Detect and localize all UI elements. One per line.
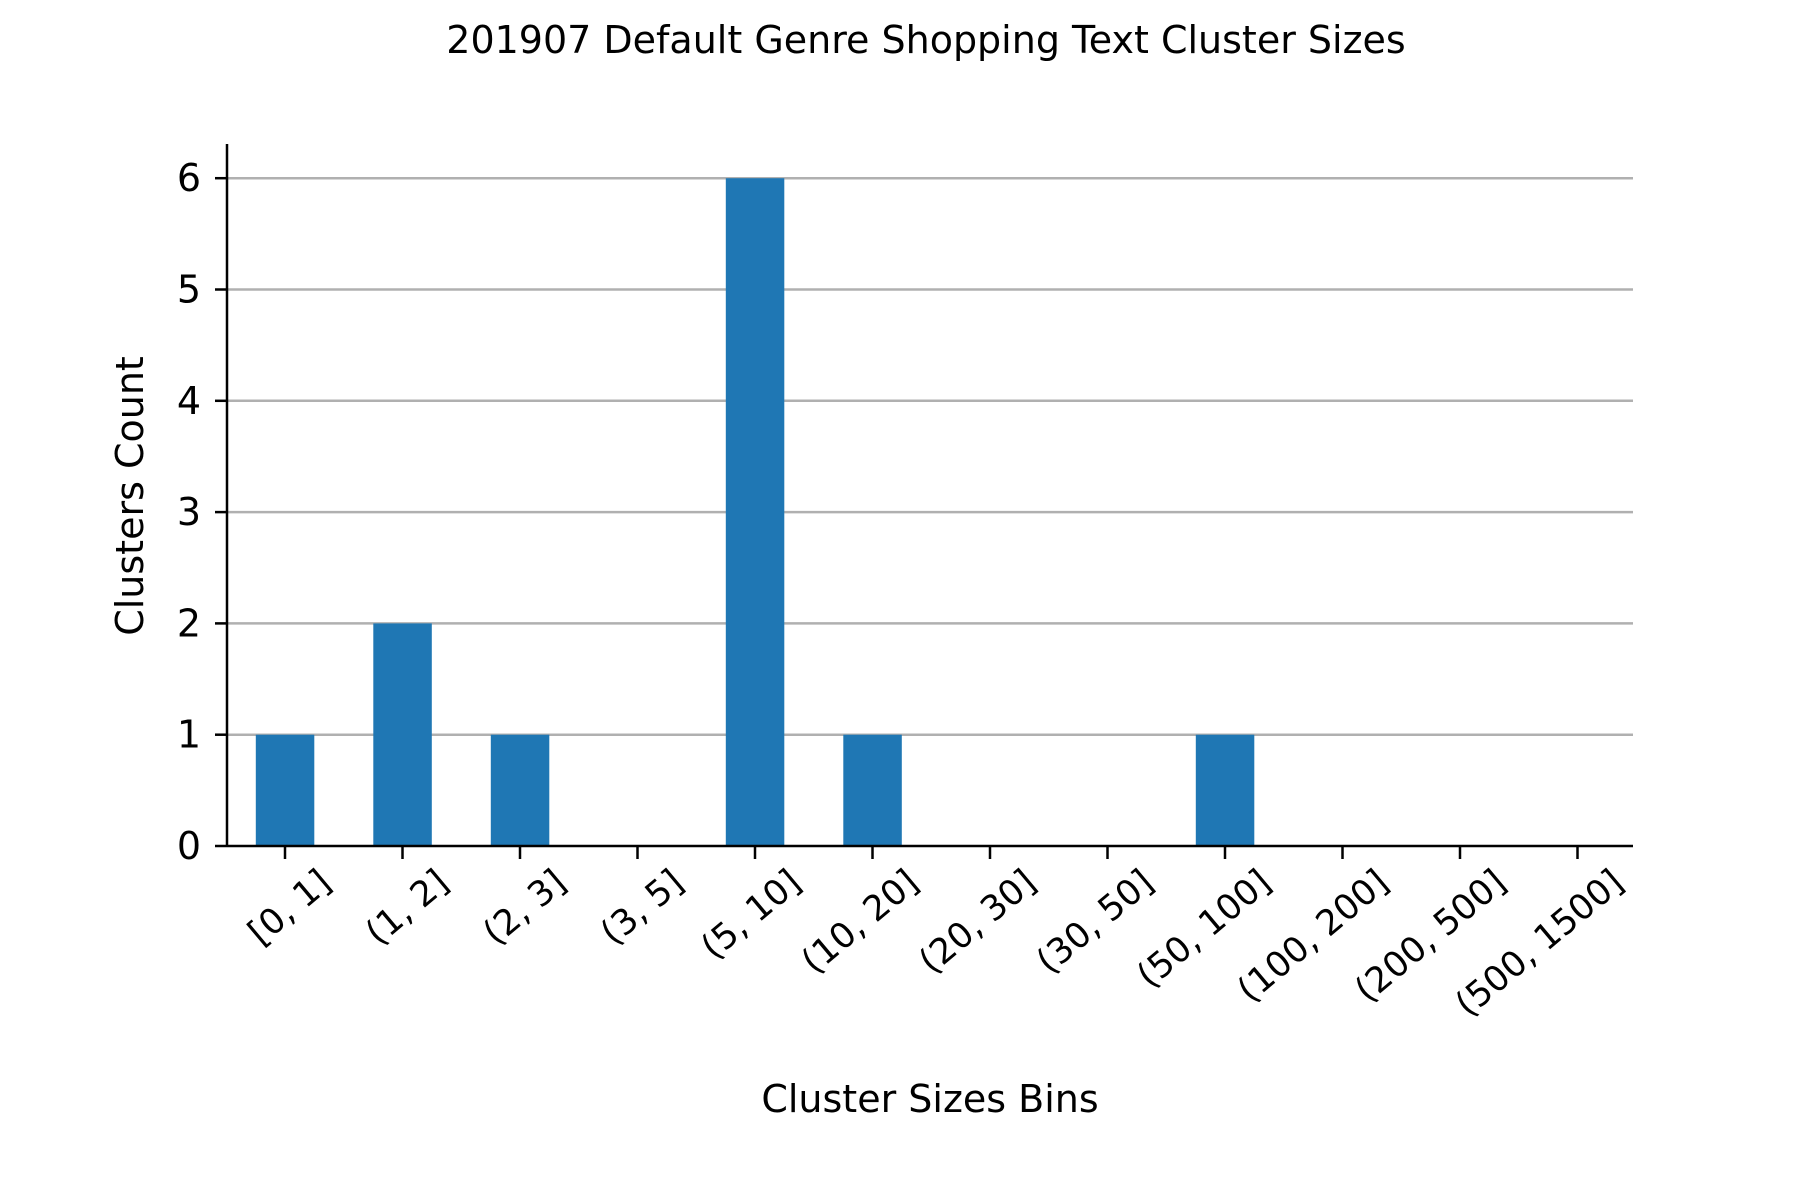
y-tick-label-2: 2 xyxy=(177,601,201,645)
y-tick-label-6: 6 xyxy=(177,156,201,200)
bar-2 xyxy=(490,734,550,846)
y-ticks: 0 1 2 3 4 5 6 xyxy=(177,156,227,868)
y-tick-label-1: 1 xyxy=(177,713,201,757)
bar-5 xyxy=(843,734,902,846)
y-axis-label: Clusters Count xyxy=(108,356,152,636)
bar-0 xyxy=(255,734,315,846)
gridlines xyxy=(227,176,1633,736)
chart-title: 201907 Default Genre Shopping Text Clust… xyxy=(446,18,1405,62)
x-axis-label: Cluster Sizes Bins xyxy=(761,1077,1098,1121)
bar-8 xyxy=(1195,734,1255,846)
bar-1 xyxy=(373,623,432,846)
bar-4 xyxy=(725,178,785,846)
y-tick-label-3: 3 xyxy=(177,490,201,534)
y-tick-label-0: 0 xyxy=(177,824,201,868)
y-tick-label-5: 5 xyxy=(177,268,201,312)
y-tick-label-4: 4 xyxy=(177,379,201,423)
bars xyxy=(255,178,1255,846)
axes xyxy=(225,144,1633,848)
